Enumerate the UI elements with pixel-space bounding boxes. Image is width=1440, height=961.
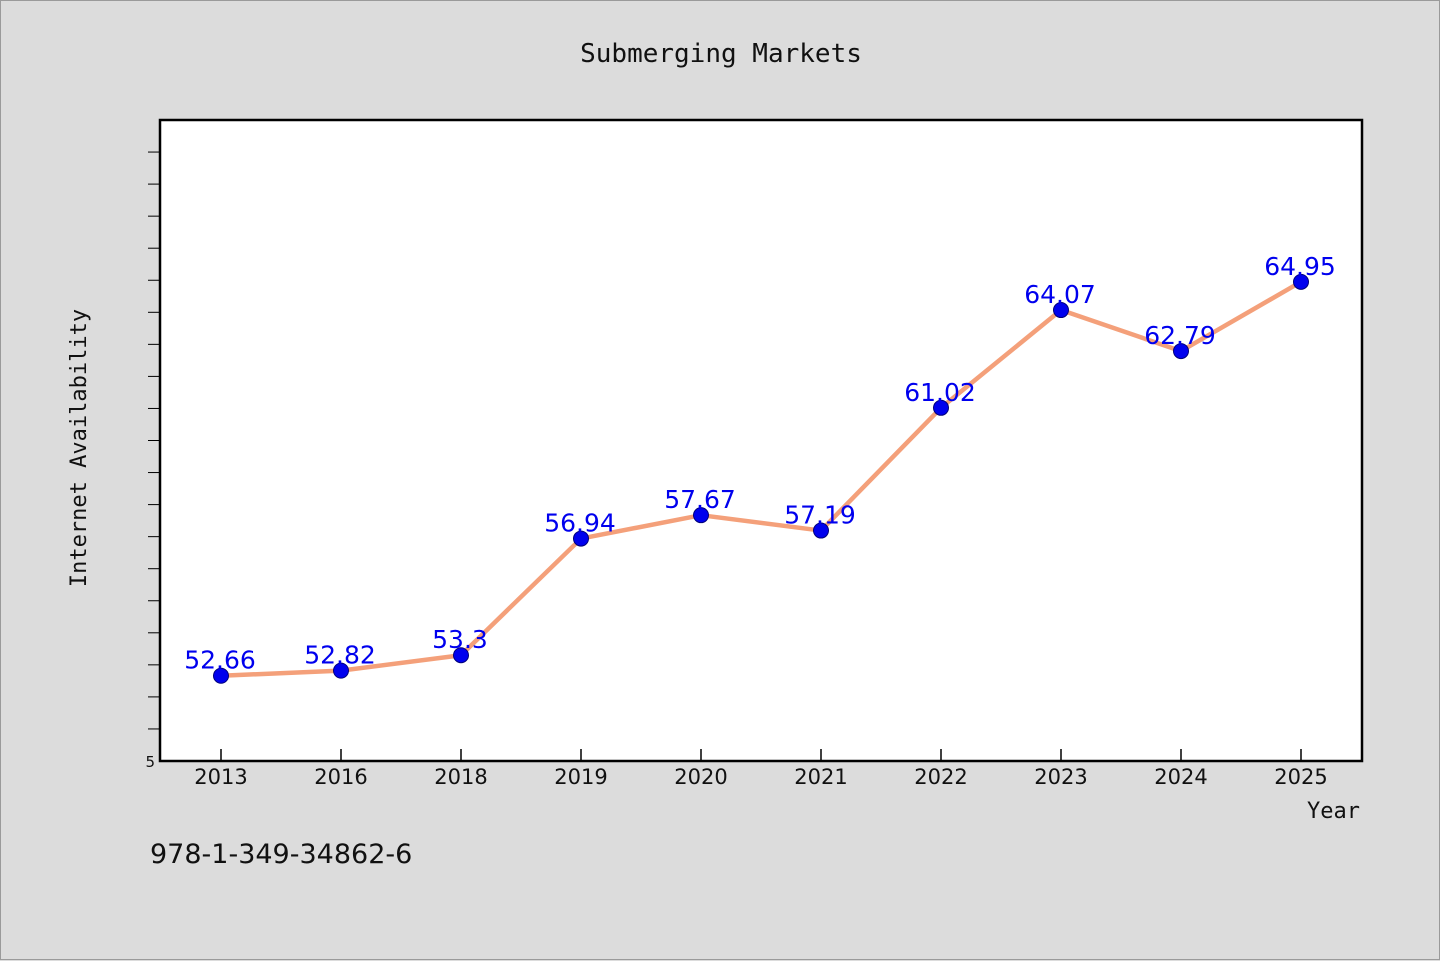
plot-area (158, 118, 1364, 763)
series-line (220, 279, 1303, 678)
y-tick-label: 5 (145, 753, 155, 771)
data-point (1053, 302, 1069, 319)
data-label: 52.66 (184, 646, 256, 675)
x-tick-label: 2018 (434, 765, 487, 789)
data-point (933, 399, 949, 416)
y-axis-tick-labels: 5 (145, 753, 155, 771)
data-label: 61.02 (904, 378, 976, 407)
x-axis-ticks (220, 749, 1302, 761)
x-tick-label: 2024 (1154, 765, 1207, 789)
chart-title: Submerging Markets (580, 39, 862, 69)
data-point (1293, 273, 1309, 290)
data-label: 57.67 (664, 485, 736, 514)
data-label: 64.07 (1024, 280, 1096, 309)
data-label: 64.95 (1264, 252, 1336, 281)
data-label: 62.79 (1144, 321, 1216, 350)
data-labels: 52.66 52.82 53.3 56.94 57.67 57.19 61.02 64.07 6… (184, 252, 1336, 675)
data-point (453, 647, 469, 664)
x-tick-label: 2020 (674, 765, 727, 789)
x-tick-label: 2021 (794, 765, 847, 789)
x-tick-label: 2019 (554, 765, 607, 789)
data-point (813, 522, 829, 539)
data-point (213, 667, 229, 684)
y-axis-ticks (148, 151, 160, 730)
x-tick-label: 2025 (1274, 765, 1327, 789)
data-markers (213, 273, 1309, 684)
data-point (573, 530, 589, 547)
data-point (333, 662, 349, 679)
footnote-text: 978-1-349-34862-6 (150, 839, 412, 870)
data-point (693, 507, 709, 524)
x-tick-label: 2016 (314, 765, 367, 789)
x-tick-label: 2022 (914, 765, 967, 789)
x-tick-label: 2023 (1034, 765, 1087, 789)
x-tick-label: 2013 (194, 765, 247, 789)
y-axis-title: Internet Availability (67, 309, 92, 587)
data-label: 52.82 (304, 641, 376, 670)
data-label: 57.19 (784, 501, 856, 530)
data-label: 56.94 (544, 509, 616, 538)
x-axis-tick-labels: 2013 2016 2018 2019 2020 2021 2022 2023 2024 2025 (194, 765, 1327, 789)
x-axis-title: Year (1307, 799, 1360, 824)
data-point (1173, 343, 1189, 360)
data-label: 53.3 (432, 625, 488, 654)
